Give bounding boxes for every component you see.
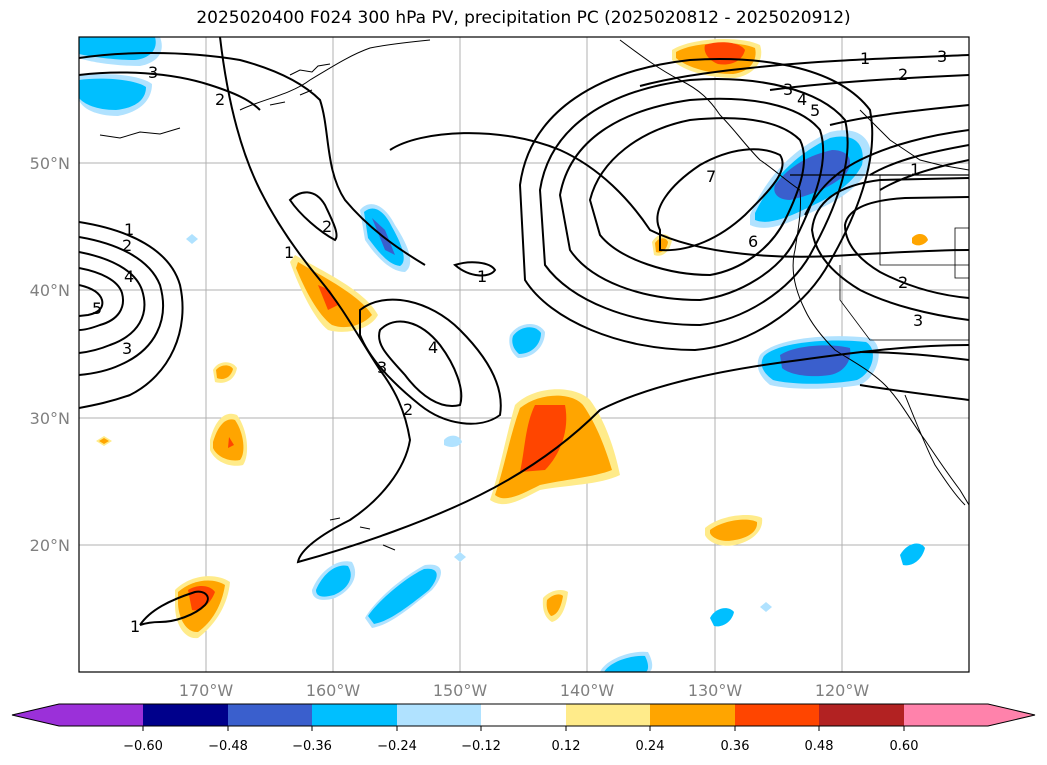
pv-contours [79,37,969,626]
colorbar-extend-low [12,704,59,726]
colorbar-segment [312,704,398,726]
colorbar-outline [11,703,1036,727]
contour-label: 2 [322,217,332,236]
contour-label: 5 [92,299,102,318]
lat-label: 50°N [30,154,70,173]
colorbar-segment [650,704,736,726]
lon-label: 160°W [306,681,361,700]
contour-label: 4 [124,267,134,286]
contour-label: 3 [913,311,923,330]
colorbar-segment [228,704,313,726]
map-title: 2025020400 F024 300 hPa PV, precipitatio… [196,8,851,28]
contour-label: 3 [121,0,131,18]
contour-label: 2 [122,236,132,255]
colorbar-tick-label: −0.24 [377,739,417,754]
contour-label: 7 [706,167,716,186]
contour-label: 1 [284,243,294,262]
colorbar-segment [819,704,905,726]
contour-label: 2 [898,273,908,292]
contour-label: 3 [122,339,132,358]
contour-label: 3 [783,80,793,99]
coastlines [99,39,969,551]
colorbar-tick-label: 0.48 [805,739,834,754]
colorbar-tick-label: 0.36 [721,739,750,754]
lat-label: 30°N [30,409,70,428]
colorbar-tick-label: 0.12 [552,739,581,754]
lon-label: 170°W [179,681,234,700]
colorbar-tick-label: 0.60 [890,739,919,754]
colorbar-segment [397,704,482,726]
latitude-labels: 50°N 40°N 30°N 20°N [30,154,70,555]
contour-label: 1 [860,49,870,68]
colorbar-extend-high [988,704,1035,726]
colorbar-tick-label: −0.48 [208,739,248,754]
colorbar-tick-label: −0.60 [123,739,163,754]
lon-label: 130°W [688,681,743,700]
contour-label: 1 [124,220,134,239]
contour-label: 1 [910,160,920,179]
colorbar-segment [566,704,651,726]
contour-label: 4 [797,90,807,109]
colorbar: −0.60 −0.48 −0.36 −0.24 −0.12 0.12 0.24 … [11,703,1036,754]
longitude-labels: 170°W 160°W 150°W 140°W 130°W 120°W [179,681,870,700]
lat-label: 40°N [30,281,70,300]
contour-label: 1 [477,267,487,286]
contour-label: 3 [937,47,947,66]
contour-label: 6 [748,232,758,251]
colorbar-segment [904,704,988,726]
contour-labels: 3 3 2 1 2 4 5 3 1 2 4 3 2 1 1 2 3 4 5 6 … [92,0,947,636]
contour-label: 5 [810,101,820,120]
contour-label: 2 [215,90,225,109]
colorbar-segment [481,704,567,726]
colorbar-segment [59,704,144,726]
contour-label: 3 [377,358,387,377]
lat-label: 20°N [30,536,70,555]
lon-label: 150°W [433,681,488,700]
colorbar-segment [735,704,820,726]
contour-label: 2 [403,400,413,419]
colorbar-tick-label: −0.36 [292,739,332,754]
contour-label: 3 [148,63,158,82]
map-frame [78,36,970,673]
colorbar-tick-label: 0.24 [636,739,665,754]
colorbar-segment [143,704,229,726]
lon-label: 120°W [815,681,870,700]
contour-label: 4 [428,338,438,357]
colorbar-tick-label: −0.12 [461,739,501,754]
precip-negative-shading [79,37,925,672]
lon-label: 140°W [560,681,615,700]
contour-label: 2 [898,65,908,84]
contour-label: 1 [130,617,140,636]
